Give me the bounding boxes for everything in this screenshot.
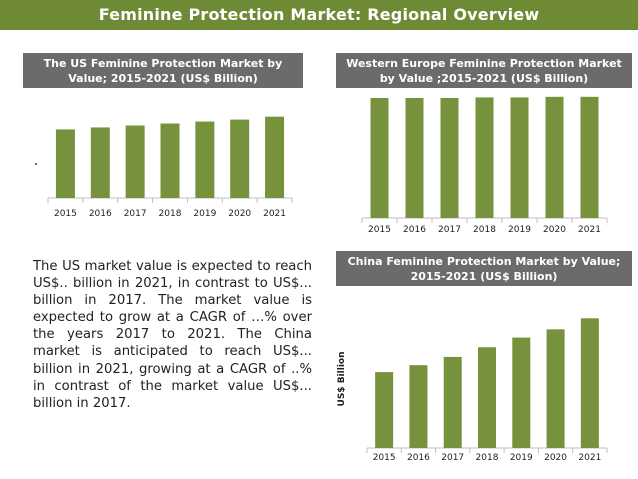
weu-chart-title: Western Europe Feminine Protection Marke… — [336, 53, 632, 88]
bar — [405, 98, 424, 218]
stray-dot — [35, 163, 37, 165]
bar — [375, 372, 394, 448]
page-title: Feminine Protection Market: Regional Ove… — [0, 0, 638, 30]
x-tick-label: 2020 — [543, 225, 566, 235]
bar — [510, 97, 529, 218]
x-tick-label: 2021 — [578, 225, 601, 235]
bar — [265, 116, 285, 198]
bar — [409, 365, 428, 448]
bar — [545, 96, 564, 218]
x-tick-label: 2018 — [159, 209, 182, 219]
bar — [195, 121, 215, 198]
x-tick-label: 2021 — [263, 209, 286, 219]
us-chart-title: The US Feminine Protection Market by Val… — [23, 53, 303, 88]
china-market-chart: 2015 2016 2017 2018 2019 2020 2021 US$ Billion — [337, 318, 608, 463]
bar — [443, 356, 462, 448]
x-tick-label: 2016 — [407, 453, 430, 463]
x-tick-label: 2019 — [510, 453, 533, 463]
x-tick-label: 2017 — [441, 453, 464, 463]
bar — [478, 347, 496, 448]
weu-market-chart: 2015 2016 2017 2018 2019 2020 2021 — [361, 96, 608, 235]
x-tick-label: 2020 — [228, 209, 251, 219]
y-axis-label: US$ Billion — [337, 352, 347, 407]
x-tick-label: 2018 — [476, 453, 499, 463]
bar — [440, 98, 459, 218]
bar — [125, 125, 145, 198]
bar — [546, 329, 565, 448]
china-chart-title: China Feminine Protection Market by Valu… — [336, 251, 632, 286]
x-tick-label: 2016 — [89, 209, 112, 219]
bar — [230, 119, 250, 198]
bar — [160, 123, 180, 198]
x-tick-label: 2015 — [373, 453, 396, 463]
bar — [475, 97, 494, 218]
x-tick-label: 2017 — [438, 225, 461, 235]
x-tick-label: 2015 — [54, 209, 77, 219]
x-tick-label: 2017 — [124, 209, 147, 219]
bar — [512, 337, 531, 448]
x-tick-label: 2019 — [193, 209, 216, 219]
x-tick-label: 2020 — [544, 453, 567, 463]
bar — [370, 98, 389, 218]
bar — [90, 127, 110, 198]
x-tick-label: 2019 — [508, 225, 531, 235]
x-tick-label: 2021 — [578, 453, 601, 463]
x-tick-label: 2015 — [368, 225, 391, 235]
x-tick-label: 2016 — [403, 225, 426, 235]
us-market-chart: 2015 2016 2017 2018 2019 2020 2021 — [47, 116, 293, 219]
bar — [580, 96, 599, 218]
summary-paragraph: The US market value is expected to reach… — [33, 259, 312, 411]
bar — [580, 318, 599, 448]
x-tick-label: 2018 — [473, 225, 496, 235]
bar — [55, 129, 75, 198]
